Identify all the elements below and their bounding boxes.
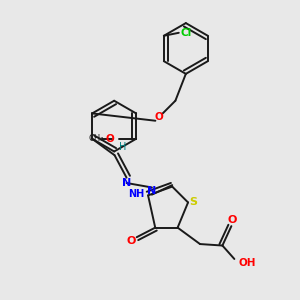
- Text: OH: OH: [239, 259, 256, 269]
- Text: O: O: [105, 134, 114, 144]
- Text: CH₃: CH₃: [88, 134, 103, 143]
- Text: NH: NH: [129, 189, 145, 199]
- Text: H: H: [119, 142, 127, 152]
- Text: O: O: [127, 236, 136, 246]
- Text: N: N: [122, 178, 132, 188]
- Text: O: O: [227, 215, 237, 225]
- Text: S: S: [189, 197, 197, 207]
- Text: O: O: [154, 112, 163, 122]
- Text: Cl: Cl: [180, 28, 191, 38]
- Text: N: N: [147, 186, 157, 196]
